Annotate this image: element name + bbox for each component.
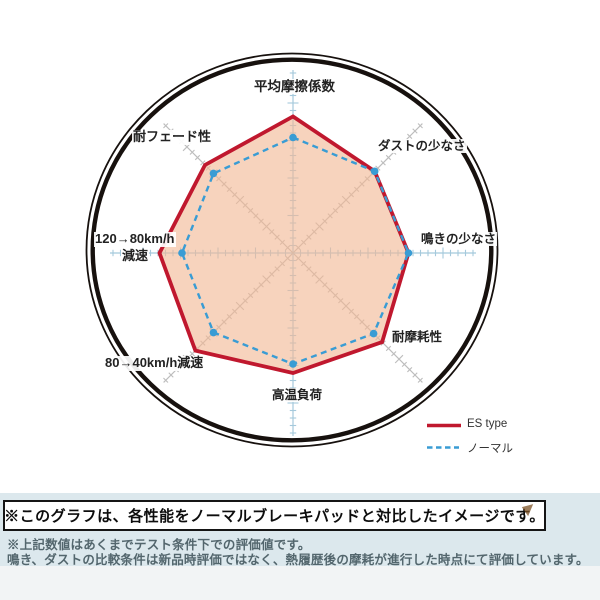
axis-label-low-squeal: 鳴きの少なさ	[420, 232, 498, 246]
outer-ring	[85, 52, 499, 448]
notice-text: ※このグラフは、各性能をノーマルブレーキパッドと対比したイメージです。	[4, 508, 545, 525]
axis-label-decel-80-40: 80→40km/h減速	[104, 355, 205, 371]
axis-label-low-dust: ダストの少なさ	[377, 139, 467, 153]
normal-vertex-dots	[178, 133, 413, 368]
notice-box: ※このグラフは、各性能をノーマルブレーキパッドと対比したイメージです。	[3, 500, 546, 531]
inner-ring	[90, 57, 494, 443]
axis-label-high-temp-load: 高温負荷	[271, 388, 324, 402]
axis-label-fade-resistance: 耐フェード性	[132, 129, 213, 145]
page-bottom-background	[0, 566, 600, 600]
axis-label-decel-120-80-line2: 減速	[121, 248, 150, 264]
axis-label-decel-120-80-line1: 120→80km/h	[94, 231, 176, 247]
legend-normal-label: ノーマル	[467, 443, 513, 455]
axis-label-wear-resistance: 耐摩耗性	[391, 330, 444, 344]
axis-label-avg-friction: 平均摩擦係数	[253, 79, 336, 95]
footnote-line2: 鳴き、ダストの比較条件は新品時評価ではなく、熱履歴後の摩耗が進行した時点にて評価…	[7, 553, 589, 567]
legend-es-label: ES type	[467, 418, 508, 430]
footnote-line1: ※上記数値はあくまでテスト条件下での評価値です。	[7, 538, 311, 552]
